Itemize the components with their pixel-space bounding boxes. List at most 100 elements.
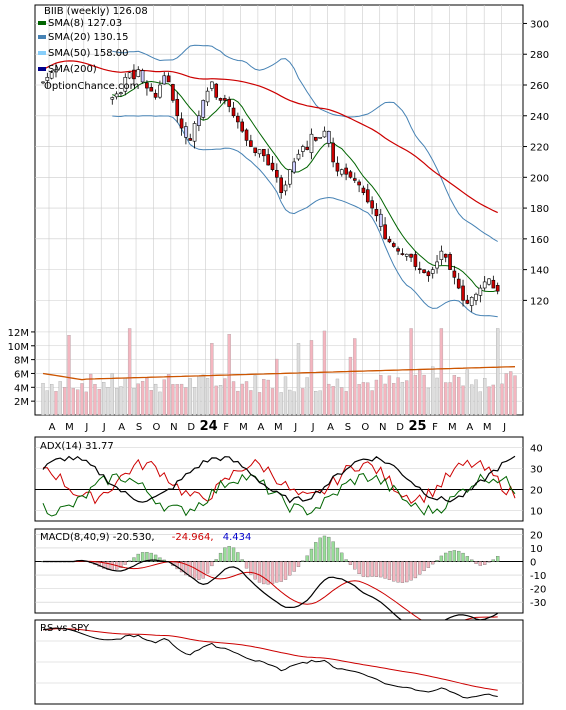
macd-hist-bar [288, 561, 292, 576]
candle-body [188, 138, 193, 141]
candle-body [236, 115, 240, 123]
macd-hist-bar [426, 561, 431, 568]
volume-bar [409, 328, 413, 416]
macd-hist-bar [465, 556, 470, 562]
candle-body [387, 238, 392, 243]
macd-hist-value: 4.434 [223, 532, 252, 543]
macd-hist-bar [119, 561, 123, 569]
candle-body [218, 98, 223, 101]
macd-hist-bar [413, 561, 418, 579]
volume-bar [383, 383, 387, 416]
candle-body [288, 169, 292, 185]
volume-bar [140, 381, 145, 416]
candle-body [240, 121, 244, 132]
volume-tick-label: 4M [14, 383, 29, 394]
macd-tick-label: -30 [530, 598, 546, 609]
macd-hist-bar [179, 561, 184, 573]
macd-hist-bar [123, 561, 127, 565]
candle-body [435, 261, 439, 269]
sma8-line [112, 80, 498, 292]
candle-body [175, 99, 180, 117]
volume-bar [201, 374, 205, 416]
rs-label: RS vs SPY [40, 623, 90, 634]
macd-label-main: MACD(8,40,9) -20.530, [40, 532, 155, 543]
candle-body [179, 118, 184, 129]
candle-body [396, 248, 400, 252]
candle-body [231, 107, 236, 117]
candle-body [361, 187, 366, 193]
macd-hist-bar [240, 559, 244, 562]
macd-hist-bar [218, 552, 223, 562]
macd-hist-bar [101, 561, 106, 569]
volume-bar [67, 335, 71, 416]
volume-bar [84, 391, 88, 416]
volume-bar [283, 376, 288, 416]
adx-y-axis: 10 20 30 40 [530, 444, 543, 518]
volume-bar [418, 370, 422, 416]
macd-hist-bar [392, 561, 396, 582]
volume-bar [478, 391, 483, 416]
adx-tick-label: 10 [530, 507, 543, 518]
candle-body [227, 99, 232, 107]
volume-bar [93, 384, 97, 416]
macd-hist-bar [318, 537, 322, 562]
macd-hist-bar [249, 561, 253, 575]
volume-bar [210, 343, 214, 416]
candle-body [487, 278, 491, 285]
volume-bar [114, 388, 119, 416]
adx-panel-frame [34, 436, 524, 522]
volume-bar [145, 377, 149, 416]
macd-hist-bar [439, 555, 444, 562]
price-tick-label: 180 [530, 204, 549, 215]
candle-body [192, 123, 197, 142]
month-label: O [361, 422, 369, 433]
macd-hist-bar [283, 561, 288, 580]
volume-bar [179, 383, 184, 416]
adx-tick-label: 30 [530, 465, 543, 476]
month-label: J [311, 422, 315, 433]
month-label: F [432, 422, 438, 433]
volume-bar [357, 384, 361, 416]
volume-bar [483, 378, 487, 416]
macd-hist-bar [136, 553, 140, 562]
volume-bar [188, 378, 192, 416]
volume-bar [62, 387, 67, 416]
macd-hist-bar [322, 535, 327, 562]
volume-bar [50, 384, 54, 416]
candle-body [326, 131, 331, 144]
macd-hist-bar [452, 550, 457, 562]
month-label: J [502, 422, 506, 433]
macd-hist-bar [231, 547, 236, 562]
candle-body [422, 269, 426, 273]
macd-hist-bar [327, 536, 331, 562]
price-tick-label: 280 [530, 50, 549, 61]
candle-body [357, 181, 361, 186]
lower-band-line [112, 115, 498, 318]
macd-hist-bar [201, 561, 205, 579]
legend-sma50: SMA(50) 158.00 [48, 48, 129, 59]
candle-body [413, 254, 418, 267]
month-label: A [118, 422, 125, 433]
volume-bar [305, 377, 309, 416]
candle-body [171, 84, 175, 101]
volume-bar [236, 390, 240, 416]
candle-body [214, 83, 219, 98]
legend-sma20: SMA(20) 130.15 [48, 32, 129, 43]
candle-body [158, 84, 162, 98]
volume-bar [422, 374, 426, 416]
adx-lines [42, 455, 516, 517]
rs-average-line [42, 628, 498, 691]
volume-bar [54, 391, 58, 416]
macd-hist-bar [309, 548, 314, 562]
volume-bar [379, 375, 383, 416]
month-label: J [293, 422, 297, 433]
price-tick-label: 120 [530, 296, 549, 307]
candle-body [448, 254, 452, 270]
candle-body [110, 97, 115, 100]
volume-bar [75, 389, 80, 416]
month-label: S [345, 422, 351, 433]
volume-bar [266, 379, 270, 416]
candle-body [210, 81, 214, 89]
